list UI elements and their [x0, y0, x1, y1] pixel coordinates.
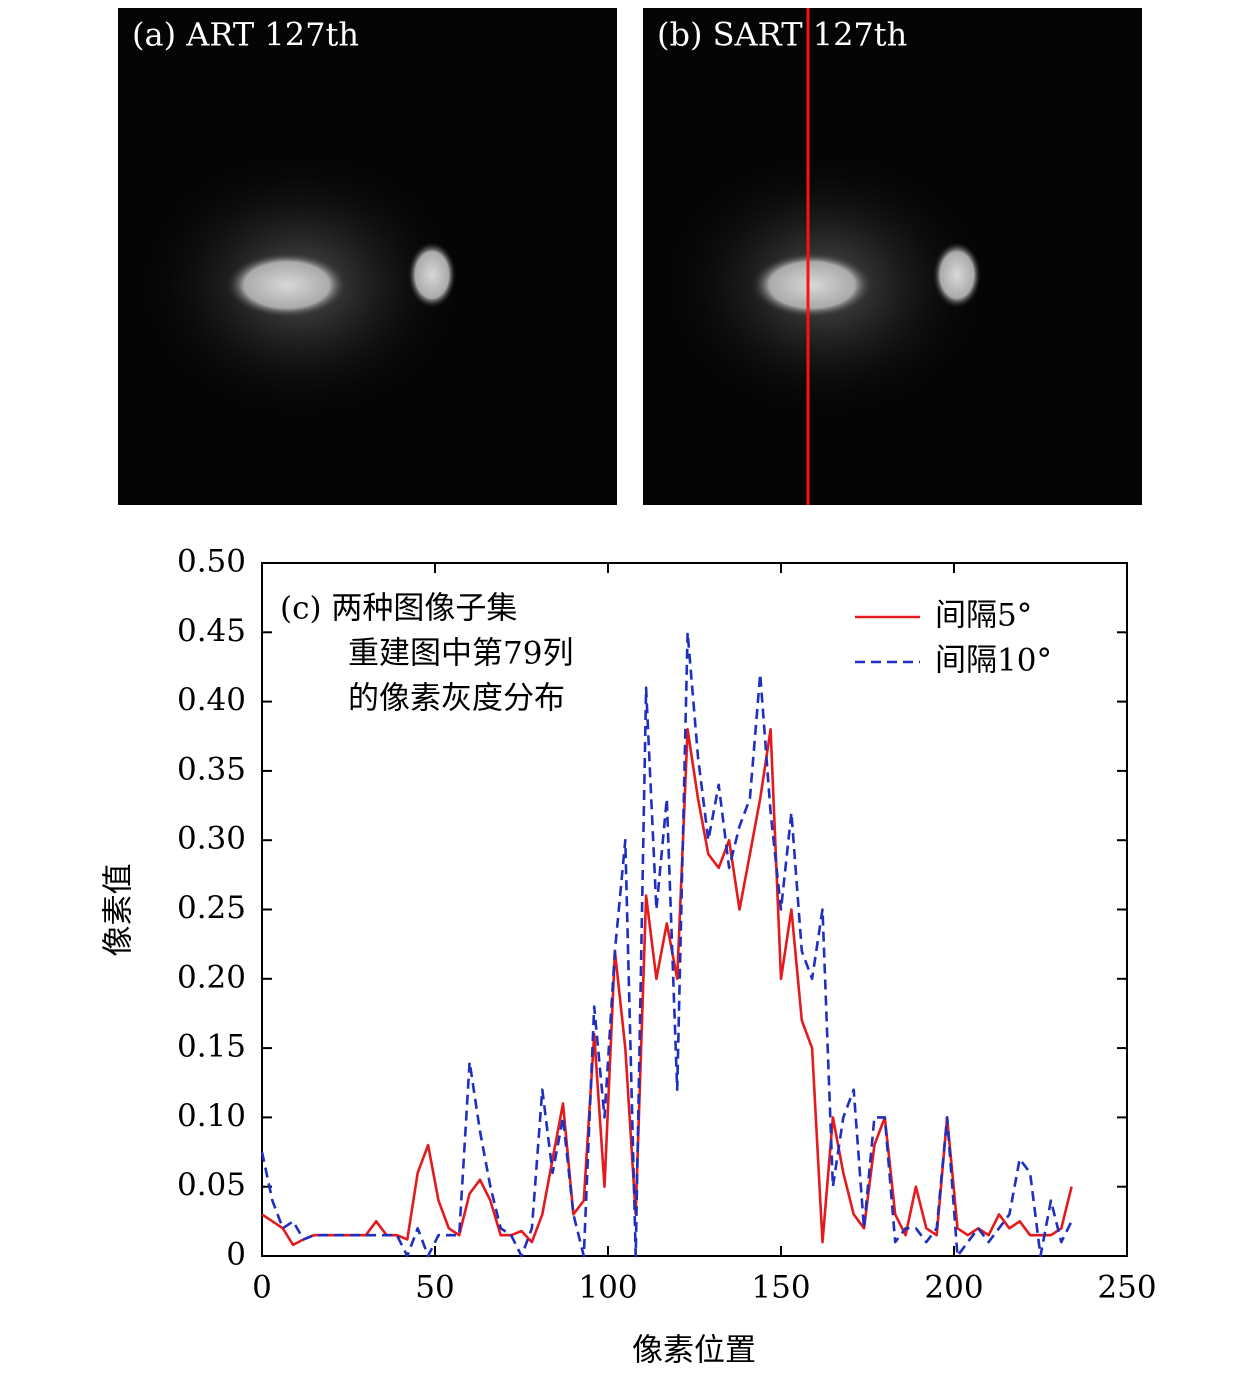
object-left: [226, 252, 348, 318]
y-tick-label: 0.20: [177, 959, 246, 995]
panel-label: (a) ART 127th: [132, 16, 359, 54]
object-left: [751, 252, 873, 318]
panel-b: (b) SART 127th: [643, 8, 1142, 505]
annotation: (c) 两种图像子集: [280, 591, 517, 627]
y-tick-label: 0.25: [177, 890, 246, 926]
x-axis-label: 像素位置: [632, 1333, 756, 1369]
y-tick-label: 0.15: [177, 1029, 246, 1065]
legend-label: 间隔5°: [935, 598, 1032, 634]
panel-a: (a) ART 127th: [118, 8, 617, 505]
y-tick-label: 0.35: [177, 751, 246, 787]
object-right: [933, 242, 981, 308]
legend-label: 间隔10°: [935, 643, 1052, 679]
x-tick-label: 50: [415, 1270, 454, 1306]
y-tick-label: 0.30: [177, 821, 246, 857]
x-tick-label: 200: [924, 1270, 983, 1306]
x-tick-label: 150: [751, 1270, 810, 1306]
x-tick-label: 250: [1097, 1270, 1156, 1306]
x-tick-label: 0: [252, 1270, 272, 1306]
y-tick-label: 0.50: [177, 544, 246, 580]
series-line: [260, 631, 1073, 1258]
y-tick-label: 0.45: [177, 613, 246, 649]
y-tick-label: 0.10: [177, 1098, 246, 1134]
y-tick-label: 0.05: [177, 1167, 246, 1203]
annotation: 的像素灰度分布: [348, 681, 565, 717]
panel-label: (b) SART 127th: [657, 16, 907, 54]
y-tick-label: 0: [226, 1237, 246, 1273]
x-tick-label: 100: [578, 1270, 637, 1306]
object-right: [408, 242, 456, 308]
series-line: [261, 728, 1073, 1247]
y-tick-label: 0.40: [177, 682, 246, 718]
y-axis-label: 像素值: [101, 864, 137, 957]
annotation: 重建图中第79列: [348, 636, 573, 672]
